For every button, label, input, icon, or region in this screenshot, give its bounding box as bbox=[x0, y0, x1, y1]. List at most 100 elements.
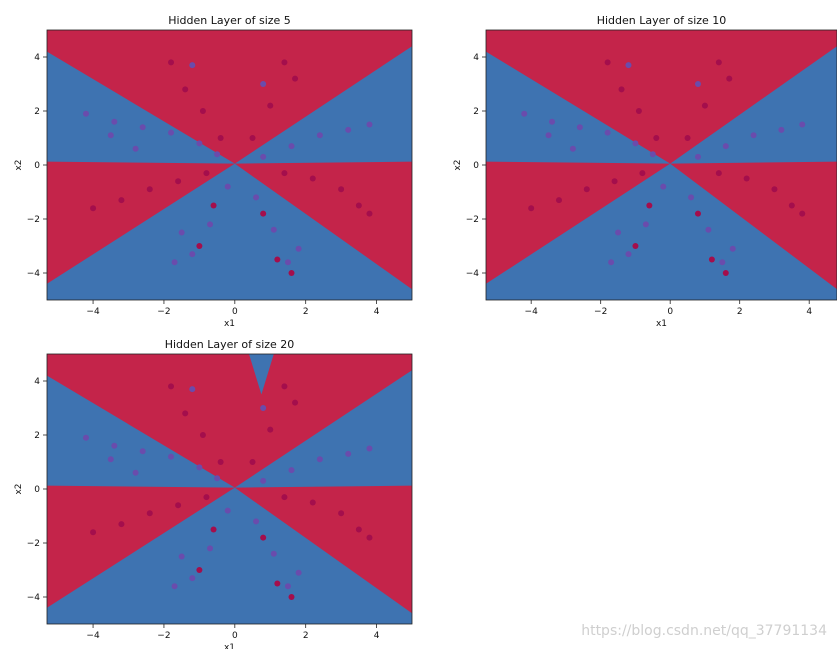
y-tick-label: −4 bbox=[27, 269, 41, 279]
point-red bbox=[701, 102, 708, 109]
point-red bbox=[267, 102, 274, 109]
point-blue bbox=[253, 194, 260, 201]
point-blue bbox=[521, 110, 528, 117]
point-red bbox=[309, 499, 316, 506]
point-red bbox=[196, 567, 203, 573]
point-red bbox=[355, 526, 362, 533]
point-red bbox=[210, 526, 217, 533]
y-tick-label: −2 bbox=[466, 215, 479, 225]
point-red bbox=[288, 270, 295, 276]
point-blue bbox=[750, 132, 757, 139]
x-tick-label: −2 bbox=[157, 631, 170, 641]
point-red bbox=[338, 510, 345, 517]
point-red bbox=[217, 459, 224, 465]
y-tick-label: 4 bbox=[34, 377, 40, 387]
point-red bbox=[168, 59, 175, 66]
point-red bbox=[168, 383, 175, 390]
point-red bbox=[355, 202, 362, 209]
region-blue-3 bbox=[47, 163, 412, 300]
point-blue bbox=[253, 518, 260, 525]
point-blue bbox=[694, 153, 701, 160]
point-blue bbox=[260, 81, 267, 87]
point-blue bbox=[660, 183, 667, 190]
point-blue bbox=[316, 456, 323, 463]
point-red bbox=[90, 205, 97, 212]
region-blue-1 bbox=[47, 51, 235, 164]
region-blue-notch bbox=[248, 354, 274, 395]
point-blue bbox=[107, 132, 114, 139]
point-blue bbox=[366, 445, 373, 452]
chart-title: Hidden Layer of size 5 bbox=[168, 14, 291, 27]
y-tick-label: −2 bbox=[27, 215, 40, 225]
point-blue bbox=[649, 151, 656, 158]
point-blue bbox=[139, 124, 146, 131]
point-red bbox=[260, 534, 267, 541]
region-blue-1 bbox=[486, 51, 671, 164]
point-blue bbox=[642, 221, 649, 228]
point-blue bbox=[295, 569, 302, 576]
point-red bbox=[203, 170, 210, 177]
point-red bbox=[175, 178, 182, 185]
point-blue bbox=[366, 121, 373, 128]
point-red bbox=[715, 59, 722, 66]
point-blue bbox=[608, 259, 615, 266]
point-red bbox=[309, 175, 316, 182]
point-blue bbox=[288, 467, 295, 474]
point-blue bbox=[604, 129, 611, 136]
point-blue bbox=[719, 259, 726, 266]
point-red bbox=[267, 426, 274, 433]
x-tick-label: −2 bbox=[157, 307, 170, 317]
point-blue bbox=[569, 145, 576, 152]
point-red bbox=[118, 197, 125, 204]
point-red bbox=[583, 186, 590, 193]
point-blue bbox=[224, 183, 231, 190]
point-blue bbox=[345, 126, 352, 133]
point-blue bbox=[132, 145, 139, 152]
point-red bbox=[90, 529, 97, 536]
point-blue bbox=[295, 245, 302, 252]
point-red bbox=[708, 256, 715, 263]
point-red bbox=[249, 135, 256, 141]
x-tick-label: 0 bbox=[232, 631, 238, 641]
point-red bbox=[292, 399, 299, 406]
region-blue-1 bbox=[47, 375, 235, 488]
chart-title: Hidden Layer of size 20 bbox=[165, 338, 295, 351]
point-red bbox=[653, 135, 660, 141]
point-red bbox=[118, 521, 125, 528]
y-tick-label: 4 bbox=[34, 53, 40, 63]
point-blue bbox=[111, 442, 118, 449]
y-tick-label: −2 bbox=[27, 539, 40, 549]
point-red bbox=[726, 75, 733, 82]
point-blue bbox=[270, 226, 277, 233]
point-red bbox=[274, 580, 281, 587]
x-tick-label: 2 bbox=[303, 631, 309, 641]
point-red bbox=[366, 534, 373, 541]
point-blue bbox=[260, 477, 267, 484]
region-blue-2 bbox=[670, 46, 837, 164]
point-blue bbox=[224, 507, 231, 514]
point-red bbox=[338, 186, 345, 193]
point-blue bbox=[345, 450, 352, 457]
point-red bbox=[182, 86, 189, 93]
point-red bbox=[632, 243, 639, 249]
point-red bbox=[199, 108, 206, 114]
x-tick-label: 2 bbox=[737, 307, 743, 317]
point-red bbox=[639, 170, 646, 177]
y-axis-label: x2 bbox=[14, 159, 24, 170]
point-red bbox=[555, 197, 562, 204]
x-tick-label: −2 bbox=[594, 307, 607, 317]
point-blue bbox=[178, 229, 185, 236]
point-red bbox=[771, 186, 778, 193]
point-red bbox=[799, 210, 806, 217]
x-axis-label: x1 bbox=[656, 319, 667, 329]
x-tick-label: −4 bbox=[86, 631, 100, 641]
point-blue bbox=[799, 121, 806, 128]
x-tick-label: 4 bbox=[374, 631, 380, 641]
y-tick-label: 0 bbox=[34, 485, 40, 495]
y-axis-label: x2 bbox=[453, 159, 463, 170]
x-axis-label: x1 bbox=[224, 643, 235, 649]
point-blue bbox=[778, 126, 785, 133]
point-blue bbox=[284, 259, 291, 266]
point-red bbox=[618, 86, 625, 93]
point-blue bbox=[207, 545, 214, 552]
